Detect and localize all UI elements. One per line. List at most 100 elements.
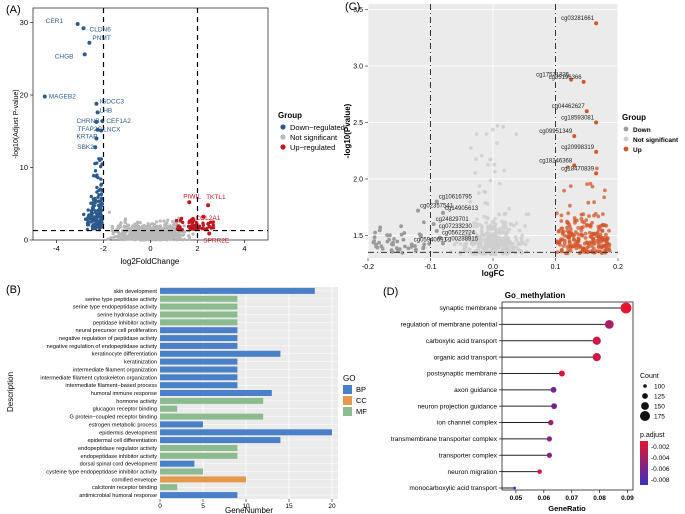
down-regulated-point <box>91 204 96 209</box>
not-significant-point <box>493 216 497 221</box>
bar <box>160 397 264 404</box>
not-significant-point <box>524 212 529 217</box>
count-legend-label: 175 <box>654 413 665 420</box>
up-point <box>573 230 578 235</box>
not-significant-point <box>502 242 507 247</box>
down-point <box>385 233 389 238</box>
down-point <box>413 249 418 253</box>
not-significant-point <box>111 232 115 236</box>
not-significant-point <box>485 224 490 229</box>
not-significant-point <box>492 235 497 239</box>
up-regulated-point <box>193 227 197 231</box>
not-significant-point <box>506 247 511 252</box>
up-point <box>594 249 599 254</box>
down-regulated-point <box>87 40 92 45</box>
down-point <box>374 244 378 249</box>
up-point <box>580 233 585 238</box>
up-point <box>597 234 601 239</box>
up-point <box>583 236 588 240</box>
not-significant-point <box>164 232 168 236</box>
bar-category-label: intermediate filament cytoskeleton organ… <box>40 375 157 381</box>
panel-b-category-labels: skin development serine type peptidase ac… <box>40 289 157 499</box>
down-regulated-point <box>100 208 104 212</box>
point-label: SPRR2E <box>203 237 230 244</box>
point-label: cg09951349 <box>539 129 573 135</box>
not-significant-point <box>179 233 183 237</box>
panel-d-count-legend: Count 100 125 150 175 <box>640 373 665 421</box>
point-label: cg00238915 <box>445 236 479 242</box>
down-regulated-point <box>95 225 100 229</box>
bar <box>160 327 238 334</box>
bar <box>160 311 238 318</box>
panel-d-x-ticks: 0.05 0.06 0.07 0.08 0.09 <box>510 490 634 502</box>
up-regulated-point <box>179 216 184 221</box>
not-significant-point <box>181 238 185 242</box>
up-point <box>591 239 595 243</box>
legend-label-mf: MF <box>356 407 367 416</box>
point-label: SBK2 <box>77 144 94 151</box>
panel-c-legend-title: Group <box>622 113 646 122</box>
down-regulated-point <box>92 217 96 221</box>
down-regulated-point <box>98 219 103 223</box>
padjust-legend-label: -0.006 <box>651 466 670 473</box>
bar-category-label: peptidase inhibitor activity <box>93 320 157 326</box>
not-significant-point <box>474 224 479 229</box>
not-significant-point <box>148 231 152 235</box>
panel-a-x-axis-title: log2FoldChange <box>121 257 180 266</box>
panel-a-axes: -4 -2 0 2 4 0 10 20 30 <box>20 18 247 253</box>
point-label: PNMT <box>92 35 110 42</box>
not-significant-point <box>468 199 473 204</box>
up-point <box>568 244 573 249</box>
panel-c-legend: Group Down Not significant Up <box>622 113 679 154</box>
bar <box>160 445 238 451</box>
down-regulated-point <box>89 220 93 224</box>
not-significant-point <box>486 162 490 167</box>
not-significant-point <box>107 210 112 214</box>
bar <box>160 319 238 326</box>
not-significant-point <box>519 238 524 243</box>
not-significant-point <box>186 234 191 238</box>
lollipop-dot <box>592 336 601 345</box>
bar <box>160 421 203 428</box>
legend-label-not-significant: Not significant <box>290 133 338 142</box>
up-point <box>594 120 599 125</box>
up-point <box>565 165 570 170</box>
up-point <box>607 228 611 233</box>
not-significant-point <box>150 232 154 237</box>
bar <box>160 382 238 389</box>
up-regulated-point <box>174 218 179 223</box>
point-label: cg14905613 <box>445 206 479 212</box>
not-significant-point <box>507 206 511 211</box>
bar-category-label: G protein−coupled receptor binding <box>69 415 157 421</box>
up-regulated-point <box>207 231 212 236</box>
lollipop-dot <box>558 370 565 377</box>
point-label: cg20998319 <box>561 145 595 151</box>
not-significant-point <box>501 225 505 230</box>
panel-a-not-significant-points <box>106 210 198 242</box>
not-significant-point <box>516 242 521 246</box>
up-point <box>579 225 584 230</box>
up-point <box>588 234 593 239</box>
lollipop-dot <box>551 403 558 410</box>
legend-label-c-not-significant: Not significant <box>633 137 679 144</box>
not-significant-point <box>500 239 505 244</box>
bar-category-label: hormone activity <box>116 399 157 405</box>
not-significant-point <box>110 225 115 229</box>
panel-d-term-labels: synaptic membrane regulation of membrane … <box>391 305 502 492</box>
x-tick-label: 0.07 <box>565 495 578 502</box>
x-tick-label: 0.08 <box>593 495 606 502</box>
down-regulated-point <box>87 213 91 217</box>
y-tick-label: 10 <box>20 163 28 172</box>
not-significant-point <box>137 228 141 232</box>
bar <box>160 358 238 365</box>
not-significant-point <box>477 250 481 255</box>
up-point <box>568 227 573 232</box>
point-label: cg05196366 <box>549 75 583 81</box>
legend-swatch-up <box>623 146 629 152</box>
up-regulated-point <box>188 219 192 223</box>
not-significant-point <box>496 230 501 235</box>
not-significant-point <box>160 235 164 239</box>
up-point <box>601 212 605 217</box>
bar-category-label: serine type endopeptidase activity <box>73 305 157 311</box>
